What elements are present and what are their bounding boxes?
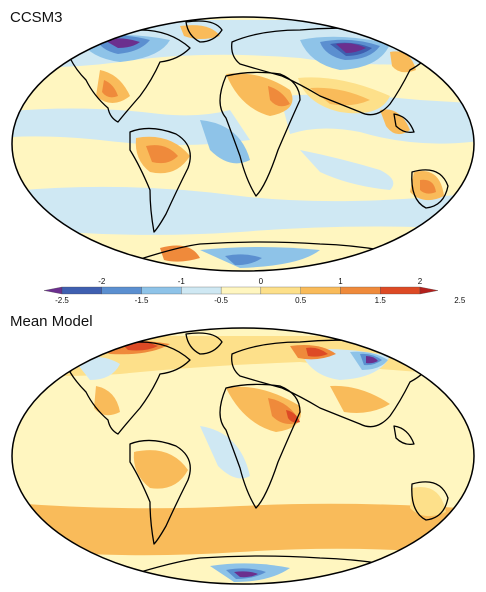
colorbar-upper-ticks: -2 -1 0 1 2 [98, 277, 423, 286]
colorbar-tick-label: -2 [98, 277, 106, 286]
map-border-ccsm3 [11, 16, 475, 272]
colorbar-lower-ticks: -2.5 -1.5 -0.5 0.5 1.5 2.5 [55, 296, 466, 305]
colorbar-segment [260, 286, 301, 295]
colorbar-segment [141, 286, 182, 295]
colorbar-segment [419, 286, 439, 295]
colorbar: -2 -1 0 1 2 -2.5 -1.5 -0.5 0.5 1.5 2.5 [43, 277, 466, 305]
colorbar-segment [300, 286, 341, 295]
colorbar-tick-label: 2 [418, 277, 423, 286]
colorbar-tick-label: 2.5 [454, 296, 466, 305]
colorbar-tick-label: -1 [178, 277, 186, 286]
map-field-mean-model [12, 328, 474, 584]
colorbar-segment [380, 286, 421, 295]
map-border-mean-model [11, 327, 475, 585]
map-ccsm3 [11, 16, 475, 272]
colorbar-segment [220, 286, 262, 295]
colorbar-segment [101, 286, 142, 295]
colorbar-tick-label: -0.5 [214, 296, 228, 305]
colorbar-tick-label: 0.5 [295, 296, 307, 305]
colorbar-tick-label: 1.5 [375, 296, 387, 305]
coastlines-mean-model [69, 332, 465, 584]
panel-title-ccsm3: CCSM3 [10, 9, 63, 26]
colorbar-tick-label: -2.5 [55, 296, 69, 305]
colorbar-segment [340, 286, 381, 295]
panel-title-mean-model: Mean Model [10, 313, 93, 330]
colorbar-segment [181, 286, 222, 295]
colorbar-tick-label: 1 [338, 277, 343, 286]
map-mean-model [11, 327, 475, 585]
map-field-ccsm3 [12, 17, 474, 271]
colorbar-segments [43, 286, 439, 295]
colorbar-segment [61, 286, 102, 295]
colorbar-tick-label: -1.5 [135, 296, 149, 305]
colorbar-tick-label: 0 [259, 277, 264, 286]
colorbar-segment [43, 286, 63, 295]
